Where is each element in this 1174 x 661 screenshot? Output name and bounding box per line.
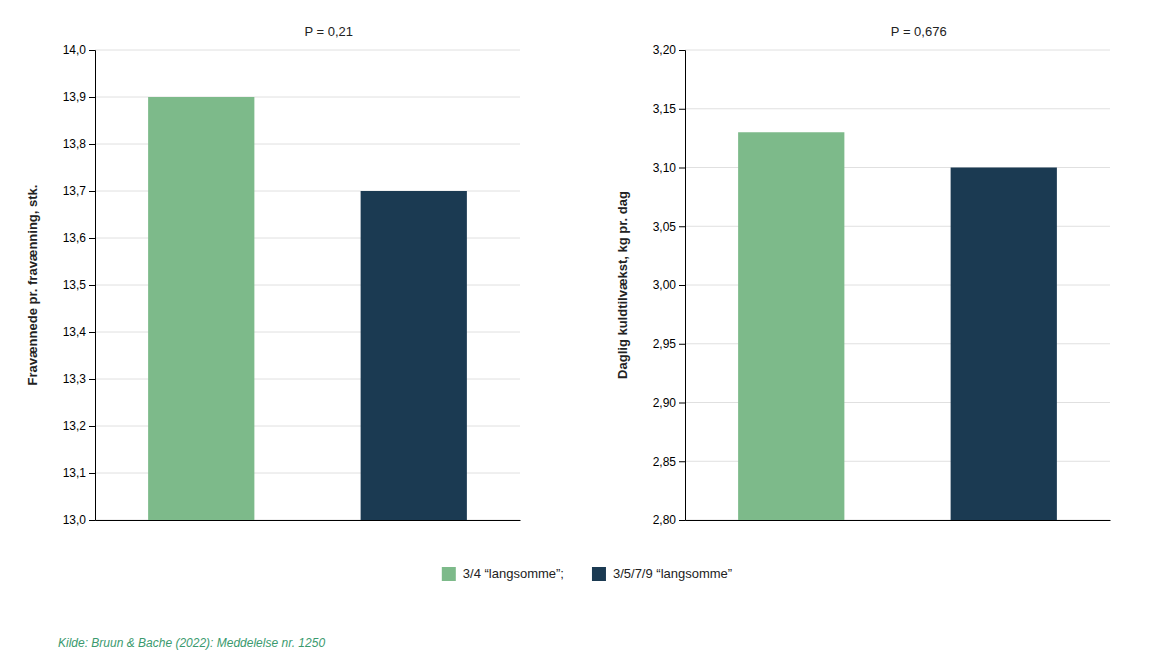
tick-mark	[89, 97, 95, 98]
x-axis	[686, 520, 1111, 522]
tick-label: 13,8	[63, 137, 87, 151]
tick-label: 3,00	[653, 278, 677, 292]
tick: 2,90	[653, 396, 685, 410]
tick: 13,3	[63, 372, 95, 386]
tick-mark	[679, 226, 685, 227]
tick-label: 3,15	[653, 102, 677, 116]
tick-label: 2,95	[653, 337, 677, 351]
chart-panel: 13,0 13,1 13,2 13,3 13,4 13,5 13,6 13,7 13,8 13,9…	[25, 24, 521, 527]
axis-line	[89, 51, 96, 521]
tick-label: 13,9	[63, 90, 87, 104]
annotation: P = 0,21	[304, 24, 353, 39]
bars	[148, 97, 467, 520]
legend-item: 3/5/7/9 “langsomme”	[592, 566, 732, 581]
tick-mark	[89, 238, 95, 239]
legend-label: 3/4 “langsomme”;	[463, 566, 564, 581]
tick-mark	[89, 379, 95, 380]
tick: 13,5	[63, 278, 95, 292]
figure: 13,0 13,1 13,2 13,3 13,4 13,5 13,6 13,7 13,8 13,9…	[0, 0, 1174, 661]
legend-swatch	[592, 567, 606, 581]
tick: 13,9	[63, 90, 95, 104]
tick: 14,0	[63, 43, 95, 57]
tick-mark	[89, 50, 95, 51]
tick-label: 13,4	[63, 325, 87, 339]
y-axis: 13,0 13,1 13,2 13,3 13,4 13,5 13,6 13,7 13,8 13,9…	[63, 43, 96, 527]
axis-line	[679, 51, 686, 521]
tick-label: 2,90	[653, 396, 677, 410]
grid-line	[95, 50, 520, 51]
tick: 2,80	[653, 513, 685, 527]
tick-label: 13,7	[63, 184, 87, 198]
tick-mark	[89, 520, 95, 521]
axis-line	[686, 520, 1111, 521]
tick-mark	[679, 168, 685, 169]
tick: 13,2	[63, 419, 95, 433]
tick: 13,4	[63, 325, 95, 339]
y-axis: 2,80 2,85 2,90 2,95 3,00 3,05 3,10 3,15 3,20	[653, 43, 686, 527]
tick-mark	[679, 520, 685, 521]
tick-label: 13,3	[63, 372, 87, 386]
tick-label: 14,0	[63, 43, 87, 57]
legend-swatch	[442, 567, 456, 581]
tick: 13,0	[63, 513, 95, 527]
tick-mark	[89, 191, 95, 192]
grid	[95, 50, 520, 520]
bars	[738, 132, 1057, 520]
source-note: Kilde: Bruun & Bache (2022): Meddelelse …	[58, 636, 325, 650]
tick-label: 3,10	[653, 161, 677, 175]
tick-mark	[679, 403, 685, 404]
legend-label: 3/5/7/9 “langsomme”	[613, 566, 732, 581]
grid-line	[685, 108, 1110, 109]
axis-title: Fravænnede pr. fravænning, stk.	[25, 185, 40, 386]
tick-label: 3,20	[653, 43, 677, 57]
tick: 3,00	[653, 278, 685, 292]
tick-mark	[89, 285, 95, 286]
axis-line	[96, 520, 521, 521]
tick-label: 13,1	[63, 466, 87, 480]
tick: 3,10	[653, 161, 685, 175]
bar	[951, 168, 1057, 521]
tick-mark	[679, 109, 685, 110]
grid	[685, 50, 1110, 520]
tick: 13,6	[63, 231, 95, 245]
bar	[148, 97, 254, 520]
chart-panel: 2,80 2,85 2,90 2,95 3,00 3,05 3,10 3,15 3,20 Dagl…	[615, 24, 1111, 527]
tick-label: 13,6	[63, 231, 87, 245]
axis-title: Daglig kuldtilvækst, kg pr. dag	[615, 191, 630, 379]
tick-mark	[89, 144, 95, 145]
bar	[738, 132, 844, 520]
tick: 13,7	[63, 184, 95, 198]
tick-mark	[89, 332, 95, 333]
tick-mark	[679, 285, 685, 286]
tick-label: 13,5	[63, 278, 87, 292]
tick: 3,15	[653, 102, 685, 116]
bar	[361, 191, 467, 520]
tick: 13,8	[63, 137, 95, 151]
x-axis	[96, 520, 521, 522]
tick-mark	[679, 50, 685, 51]
tick: 13,1	[63, 466, 95, 480]
tick-mark	[89, 473, 95, 474]
tick-label: 13,2	[63, 419, 87, 433]
tick-mark	[679, 344, 685, 345]
tick-label: 3,05	[653, 220, 677, 234]
legend: 3/4 “langsomme”; 3/5/7/9 “langsomme”	[442, 566, 732, 581]
tick: 2,95	[653, 337, 685, 351]
tick: 2,85	[653, 455, 685, 469]
tick: 3,05	[653, 220, 685, 234]
grid-line	[685, 50, 1110, 51]
tick: 3,20	[653, 43, 685, 57]
tick-mark	[679, 461, 685, 462]
annotation: P = 0,676	[891, 24, 947, 39]
legend-item: 3/4 “langsomme”;	[442, 566, 564, 581]
tick-label: 2,85	[653, 455, 677, 469]
tick-label: 13,0	[63, 513, 87, 527]
tick-label: 2,80	[653, 513, 677, 527]
tick-mark	[89, 426, 95, 427]
